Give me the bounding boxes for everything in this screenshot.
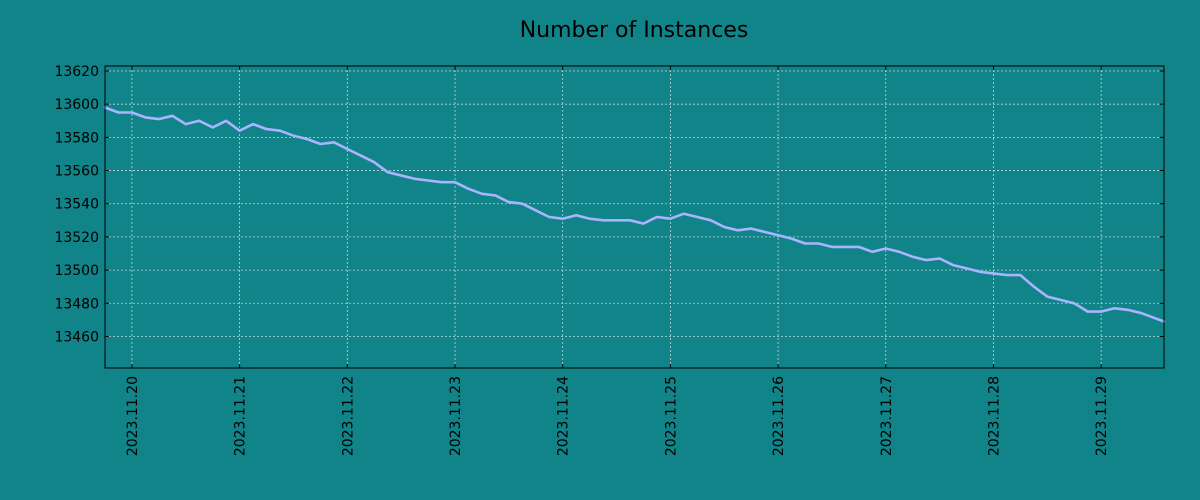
x-tick-label: 2023.11.21: [233, 376, 249, 456]
y-tick-label: 13480: [54, 296, 99, 312]
y-tick-label: 13580: [54, 130, 99, 146]
y-tick-label: 13600: [54, 97, 99, 113]
x-tick-label: 2023.11.25: [663, 376, 679, 456]
series-line: [103, 106, 1166, 323]
y-tick-label: 13460: [54, 329, 99, 345]
y-tick-label: 13520: [54, 230, 99, 246]
y-tick-label: 13500: [54, 263, 99, 279]
axis-layer: 13460 13480 13500 13520 13540 13560 13580 13600…: [54, 64, 1164, 456]
x-tick-label: 2023.11.27: [879, 376, 895, 456]
y-tick-label: 13560: [54, 164, 99, 180]
chart-title: Number of Instances: [520, 18, 749, 43]
x-tick-label: 2023.11.28: [986, 376, 1002, 456]
y-tick-label: 13540: [54, 197, 99, 213]
x-tick-label: 2023.11.29: [1094, 376, 1110, 456]
x-tick-label: 2023.11.26: [771, 376, 787, 456]
series-layer: [103, 106, 1166, 323]
x-tick-label: 2023.11.24: [556, 376, 572, 456]
grid-layer: [105, 66, 1164, 368]
x-tick-label: 2023.11.23: [448, 376, 464, 456]
x-tick-label: 2023.11.20: [125, 376, 141, 456]
plot-frame: [104, 65, 1165, 369]
y-tick-label: 13620: [54, 64, 99, 80]
x-tick-label: 2023.11.22: [340, 376, 356, 456]
